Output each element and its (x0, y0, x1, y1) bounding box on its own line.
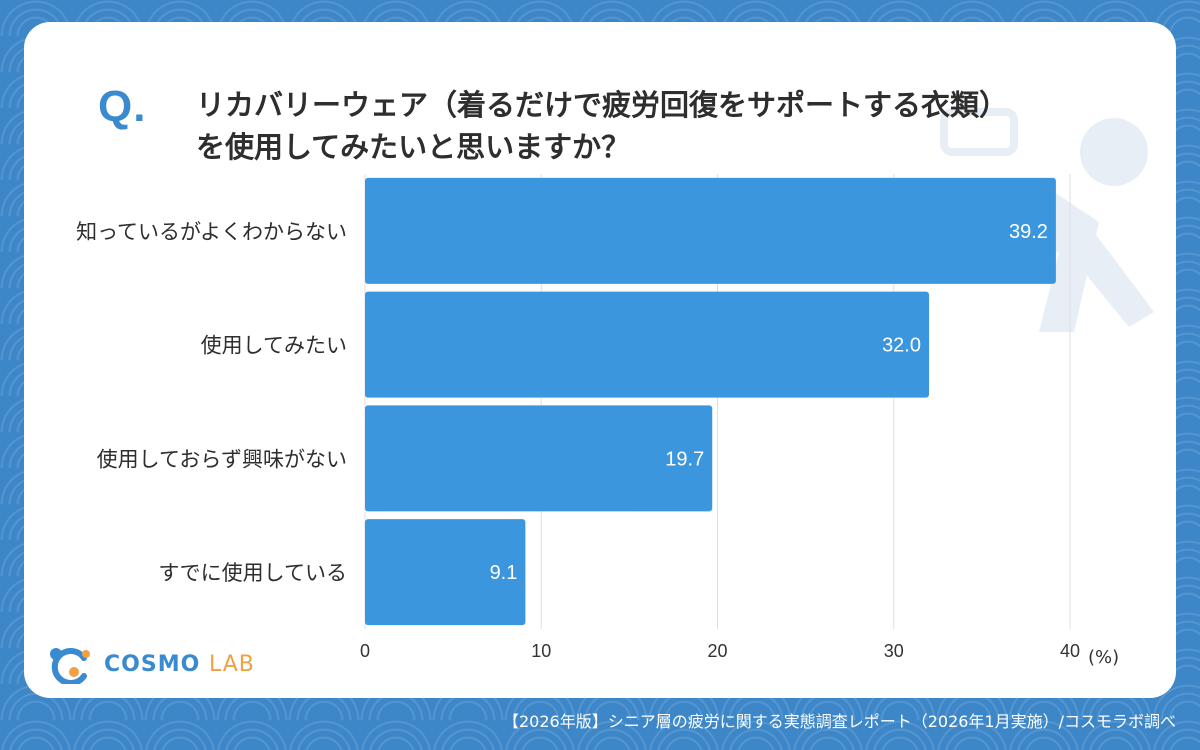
category-label: すでに使用している (158, 561, 347, 585)
x-tick-label: 30 (884, 641, 904, 661)
question-mark-label: Q. (98, 82, 147, 131)
bar-value-label: 39.2 (1009, 221, 1048, 243)
logo-text: COSMO LAB (104, 652, 255, 677)
source-footer: 【2026年版】シニア層の疲労に関する実態調査レポート（2026年1月実施）/コ… (502, 712, 1176, 731)
category-label: 知っているがよくわからない (76, 220, 347, 244)
question-title: リカバリーウェア（着るだけで疲労回復をサポートする衣類） を使用してみたいと思い… (196, 84, 1116, 168)
cosmo-lab-logo: COSMO LAB (46, 644, 255, 684)
logo-name-main: COSMO (104, 651, 201, 677)
x-tick-label: 0 (360, 641, 370, 661)
x-tick-label: 40 (1060, 641, 1080, 661)
category-label: 使用しておらず興味がない (97, 447, 347, 471)
logo-name-sub: LAB (208, 651, 255, 677)
bar-chart: 0 10 20 30 40 (%) 39.2 知っているがよくわからない 32.0 使用してみたい… (76, 174, 1119, 668)
question-line-1: リカバリーウェア（着るだけで疲労回復をサポートする衣類） (196, 88, 1009, 122)
category-label: 使用してみたい (201, 334, 347, 358)
chart-card: Q. リカバリーウェア（着るだけで疲労回復をサポートする衣類） を使用してみたい… (24, 22, 1176, 698)
bar-value-label: 19.7 (665, 448, 704, 470)
cosmo-lab-logo-icon (50, 648, 90, 684)
bar (365, 291, 929, 398)
x-tick-label: 10 (531, 641, 551, 661)
bar-value-label: 9.1 (490, 562, 518, 584)
bar (365, 519, 526, 626)
bar-value-label: 32.0 (882, 335, 921, 357)
bar (365, 405, 713, 512)
bar (365, 177, 1056, 284)
x-unit-label: (%) (1088, 647, 1119, 668)
question-line-2: を使用してみたいと思いますか？ (196, 130, 631, 164)
x-tick-label: 20 (707, 641, 727, 661)
